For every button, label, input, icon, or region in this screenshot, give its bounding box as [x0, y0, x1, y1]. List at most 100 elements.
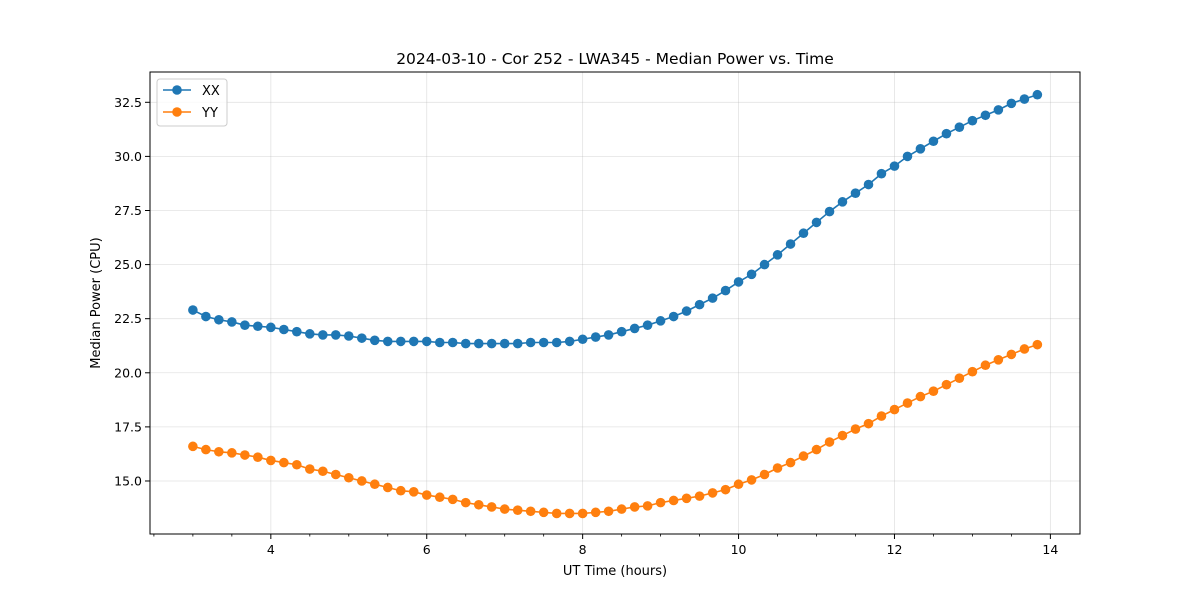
x-tick-label: 4 — [267, 542, 275, 557]
chart-title: 2024-03-10 - Cor 252 - LWA345 - Median P… — [396, 50, 834, 68]
data-point-yy — [434, 492, 445, 503]
data-point-xx — [993, 105, 1004, 115]
data-point-yy — [318, 466, 328, 477]
data-point-xx — [369, 335, 380, 346]
data-point-xx — [486, 338, 497, 349]
data-point-xx — [343, 331, 354, 341]
data-point-xx — [577, 334, 588, 345]
y-tick-label: 22.5 — [114, 311, 142, 326]
plot-frame — [149, 71, 1081, 535]
data-point-xx — [837, 197, 848, 207]
data-point-yy — [214, 446, 224, 457]
data-point-yy — [330, 469, 341, 480]
data-point-yy — [941, 379, 952, 390]
data-point-yy — [227, 448, 237, 458]
data-point-xx — [499, 338, 510, 349]
data-point-xx — [357, 333, 367, 343]
data-point-xx — [330, 330, 341, 340]
data-point-yy — [551, 508, 562, 519]
data-point-yy — [1006, 349, 1017, 360]
data-point-xx — [1006, 98, 1017, 109]
data-point-xx — [733, 277, 744, 287]
data-point-xx — [1019, 94, 1030, 104]
data-point-yy — [447, 494, 458, 505]
data-point-yy — [967, 366, 978, 377]
data-point-xx — [395, 336, 406, 347]
data-point-xx — [616, 326, 627, 337]
legend-marker-xx — [172, 85, 182, 95]
data-point-yy — [694, 491, 705, 501]
data-point-xx — [512, 338, 523, 349]
data-point-xx — [525, 337, 536, 348]
data-point-xx — [772, 250, 783, 260]
data-point-yy — [759, 469, 770, 480]
data-point-xx — [291, 326, 302, 337]
data-point-yy — [1019, 344, 1030, 354]
y-tick-label: 15.0 — [114, 473, 142, 488]
data-point-yy — [577, 508, 588, 519]
data-point-yy — [720, 484, 731, 495]
x-tick-label: 14 — [1042, 542, 1058, 557]
x-tick-label: 12 — [887, 542, 903, 557]
data-point-yy — [240, 450, 250, 460]
data-point-xx — [590, 332, 601, 342]
axis-ticks: 4 6 8 10 12 14 15.0 17.5 20.0 22.5 25.0 27.5 30.0 32.… — [114, 95, 1058, 557]
data-point-yy — [603, 506, 614, 517]
data-point-xx — [785, 239, 796, 249]
data-point-xx — [629, 323, 640, 334]
data-point-xx — [746, 269, 757, 280]
data-point-yy — [980, 360, 991, 371]
data-point-yy — [993, 355, 1004, 365]
data-point-yy — [928, 386, 939, 396]
data-point-xx — [201, 311, 211, 322]
data-point-yy — [408, 487, 419, 497]
legend-marker-yy — [172, 107, 182, 117]
data-point-xx — [967, 115, 978, 126]
x-tick-label: 10 — [731, 542, 747, 557]
y-tick-label: 32.5 — [114, 95, 142, 110]
data-point-xx — [707, 293, 718, 303]
data-point-yy — [629, 502, 640, 512]
data-point-xx — [720, 285, 731, 296]
data-point-xx — [928, 136, 939, 147]
data-point-xx — [902, 151, 913, 162]
data-point-xx — [863, 179, 874, 190]
data-point-yy — [655, 497, 666, 508]
data-point-yy — [395, 485, 406, 496]
data-point-yy — [798, 451, 809, 461]
data-point-yy — [382, 482, 393, 493]
data-point-xx — [889, 161, 900, 171]
y-tick-label: 17.5 — [114, 419, 142, 434]
data-point-yy — [473, 499, 484, 510]
data-point-xx — [551, 337, 562, 348]
data-point-xx — [253, 321, 263, 332]
data-point-xx — [240, 320, 250, 330]
data-point-yy — [616, 504, 627, 514]
data-point-xx — [642, 320, 653, 330]
data-point-xx — [408, 336, 419, 347]
data-point-yy — [305, 464, 315, 474]
data-point-xx — [279, 324, 289, 335]
series-yy — [188, 339, 1043, 519]
data-point-yy — [850, 424, 861, 434]
data-point-yy — [746, 475, 757, 485]
data-point-xx — [603, 330, 614, 340]
data-point-yy — [1032, 339, 1043, 350]
y-tick-label: 20.0 — [114, 365, 142, 380]
data-point-xx — [694, 299, 705, 310]
data-point-xx — [266, 322, 276, 333]
data-point-xx — [980, 110, 991, 121]
data-point-yy — [954, 373, 965, 384]
y-tick-label: 30.0 — [114, 149, 142, 164]
series-xx — [188, 89, 1043, 349]
series-layer — [188, 89, 1043, 519]
data-point-xx — [214, 314, 224, 325]
data-point-yy — [590, 507, 601, 518]
data-point-xx — [460, 338, 471, 349]
grid — [150, 72, 1080, 534]
data-point-xx — [1032, 89, 1043, 100]
data-point-yy — [863, 418, 874, 429]
data-point-yy — [421, 490, 432, 500]
data-point-xx — [434, 337, 445, 348]
data-point-xx — [941, 128, 952, 139]
